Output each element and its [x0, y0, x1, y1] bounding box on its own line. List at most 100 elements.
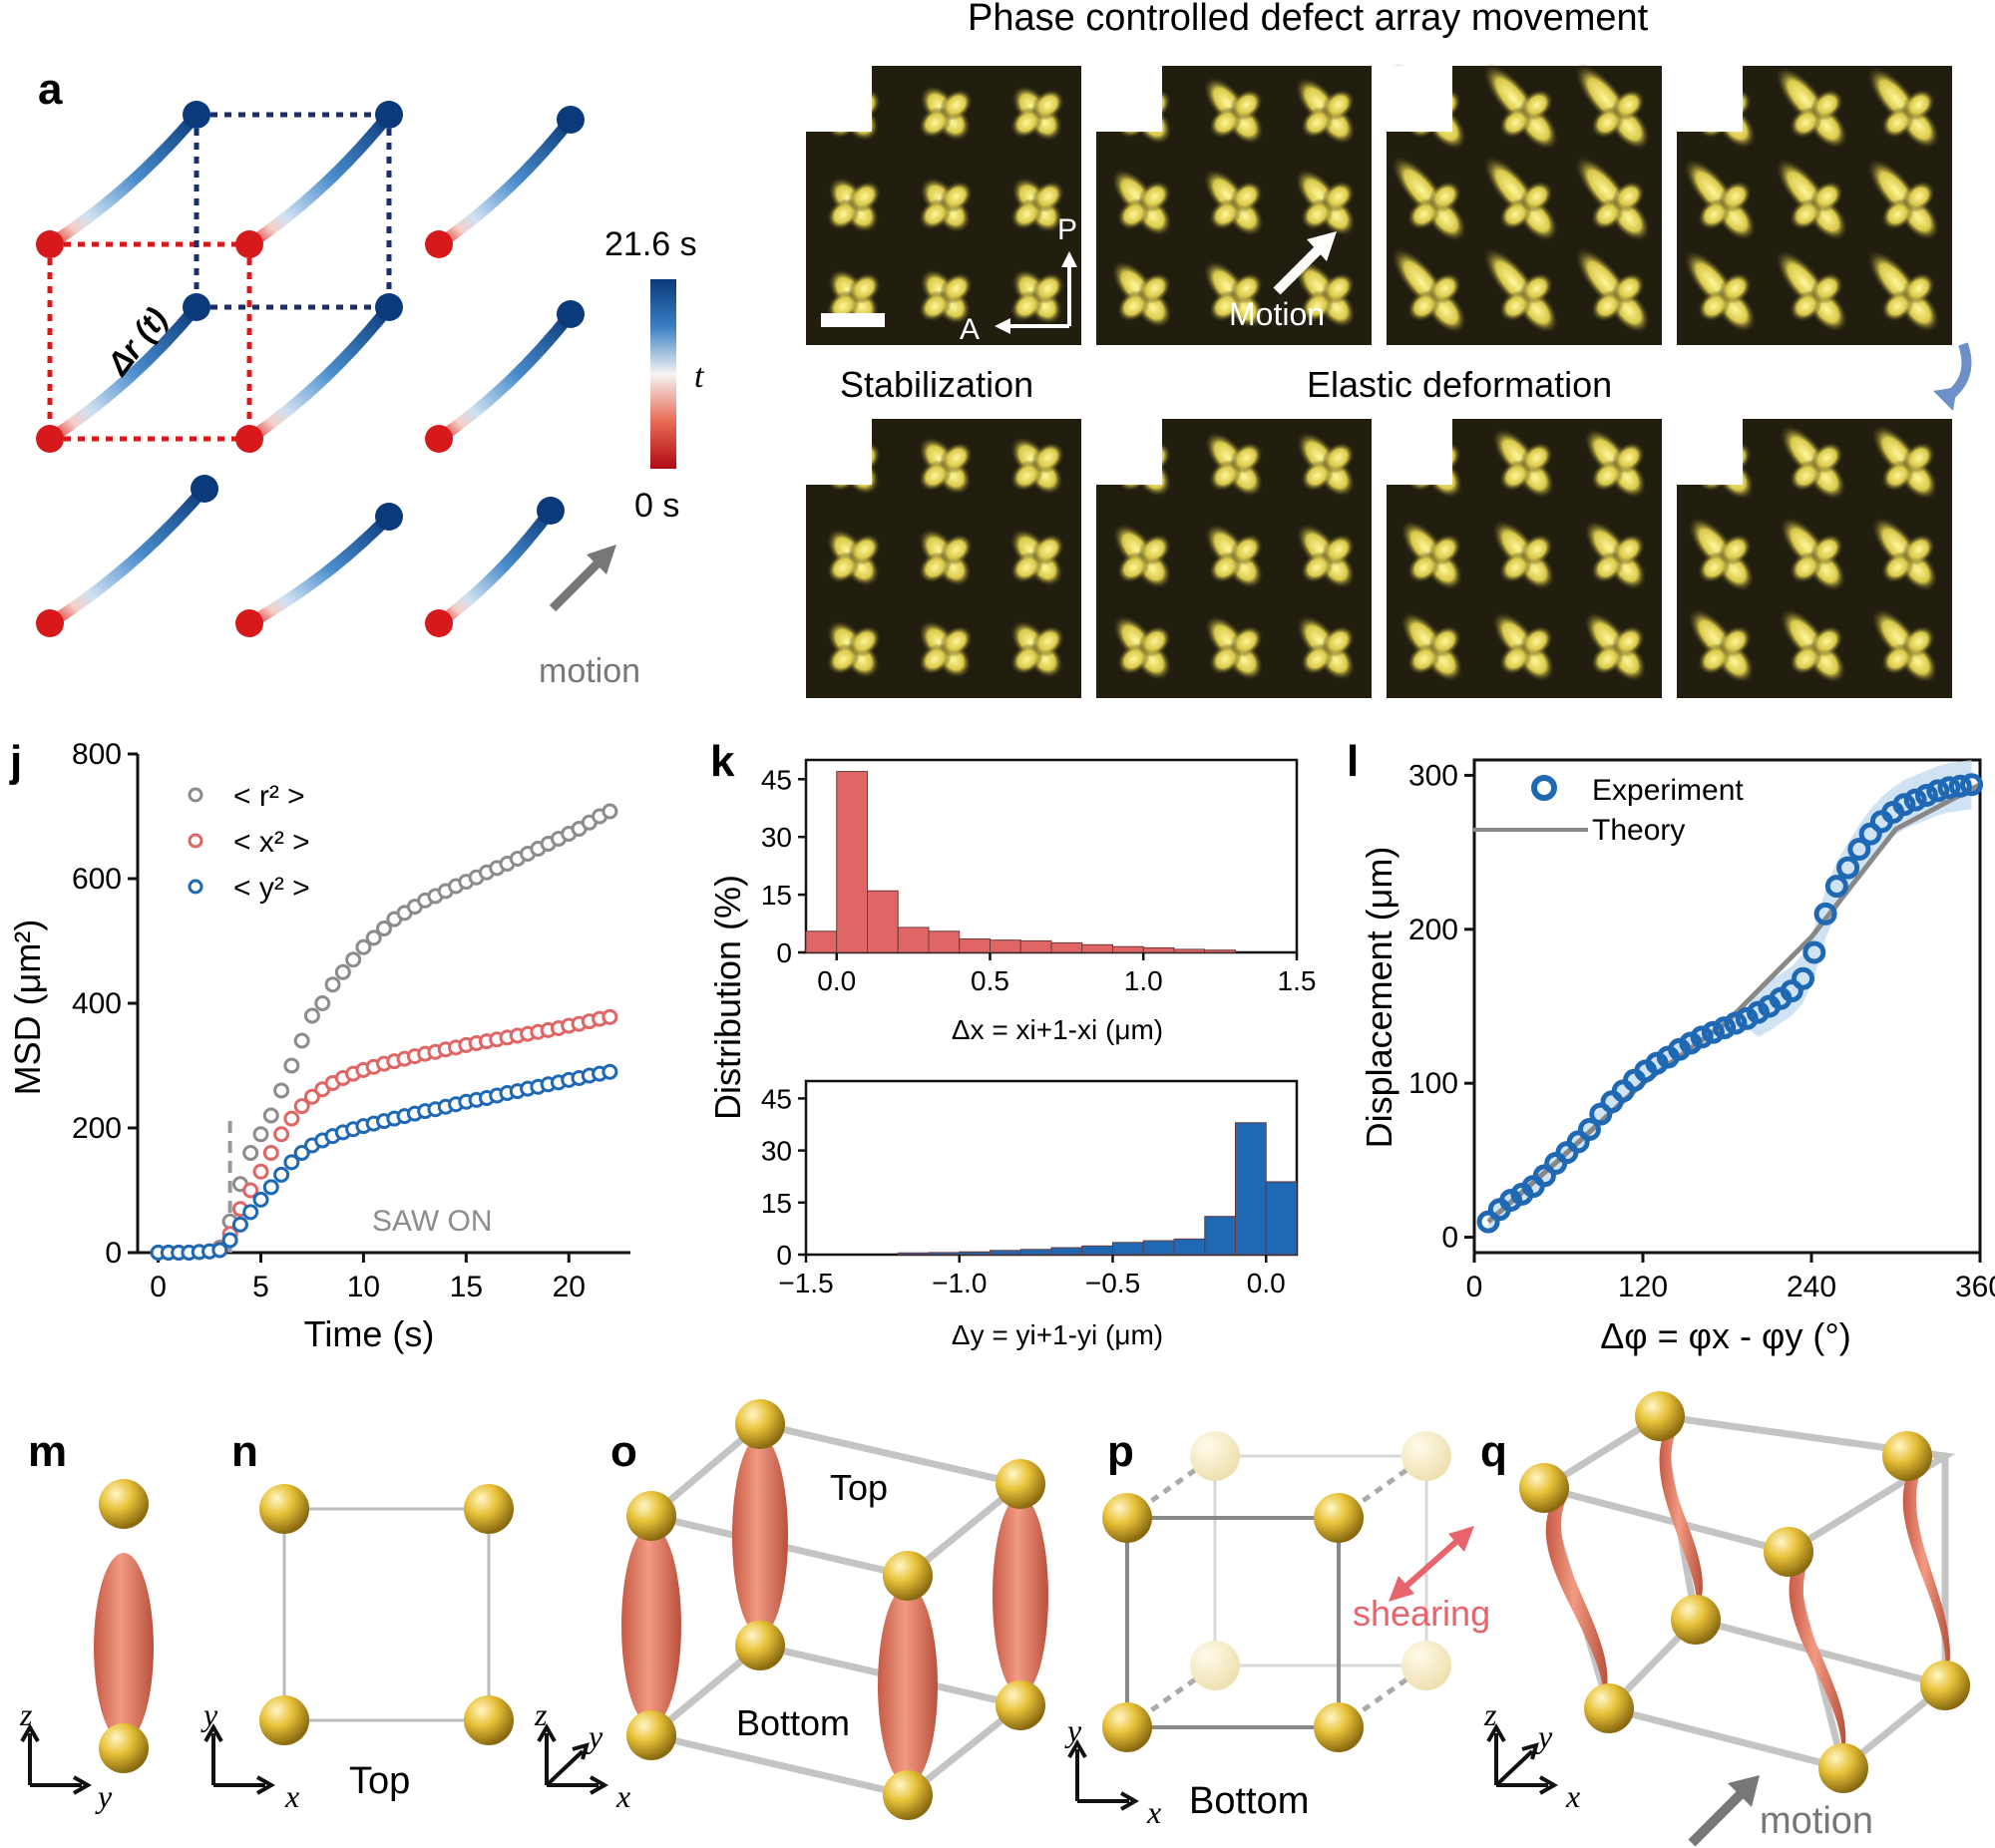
- histogram-bar: [1112, 945, 1144, 953]
- defect-texture: [1112, 523, 1172, 589]
- micro-motion-arrowhead-icon: [1307, 231, 1337, 261]
- x-tick-label: 20: [553, 1271, 586, 1303]
- panel-k-bottom-xlabel: Δy = yi+1-yi (μm): [952, 1319, 1163, 1350]
- panel-o-bottom-label: Bottom: [736, 1702, 850, 1743]
- y-tick-label: 600: [72, 863, 122, 896]
- histogram-bar: [867, 890, 899, 953]
- microscopy-panels: [806, 63, 1952, 698]
- trajectory-trail: [243, 301, 395, 445]
- data-point: [293, 1098, 310, 1115]
- data-point: [1724, 1011, 1748, 1035]
- trajectory-end-dot: [375, 503, 403, 531]
- data-point: [601, 1008, 618, 1025]
- histogram-bar: [928, 930, 961, 953]
- trajectory-end-dot: [557, 300, 585, 328]
- defect-texture: [1775, 66, 1848, 150]
- data-point: [1903, 788, 1927, 812]
- tile-letter-box: [1387, 419, 1452, 485]
- defect-lobe: [1520, 181, 1554, 212]
- defect-lobe: [1031, 181, 1065, 212]
- panel-n-top-label: Top: [349, 1760, 410, 1802]
- trajectory-start-dot: [36, 425, 64, 453]
- panel-k-ylabel: Distribution (%): [707, 875, 748, 1120]
- defect-lobe: [848, 272, 882, 304]
- data-point: [242, 1204, 259, 1221]
- microscopy-tile: [1096, 66, 1372, 345]
- histogram-bar: [836, 771, 868, 953]
- defect-texture: [826, 619, 882, 679]
- data-point: [1577, 1118, 1601, 1141]
- panel-letter-q: q: [1480, 1427, 1507, 1476]
- panel-letter-o: o: [610, 1427, 637, 1476]
- defect-texture: [1775, 249, 1848, 333]
- y-tick-label: 15: [761, 1188, 792, 1219]
- defect-lobe: [1230, 625, 1264, 657]
- defect-texture: [918, 436, 974, 496]
- defect-lobe: [1810, 181, 1844, 212]
- data-point: [221, 1232, 238, 1249]
- panel-letter-j: j: [9, 737, 22, 786]
- defect-texture: [1009, 268, 1065, 325]
- y-tick-label: 15: [761, 880, 792, 911]
- defect-lobe: [1612, 625, 1646, 657]
- defect-lobe: [1902, 89, 1936, 121]
- defect-texture: [1204, 431, 1264, 498]
- panel-p-bottom-label: Bottom: [1189, 1780, 1309, 1822]
- trajectory-start-dot: [235, 609, 263, 637]
- defect-texture: [1491, 610, 1555, 682]
- panel-j-ylabel: MSD (μm²): [7, 920, 48, 1096]
- o-axis-y: y: [586, 1718, 603, 1754]
- panel-p-shear-lattice: shearing Bottom: [1102, 1431, 1490, 1822]
- x-tick-label: 240: [1787, 1271, 1836, 1303]
- defect-texture: [1687, 516, 1755, 592]
- defect-lobe: [1902, 442, 1936, 474]
- sphere-icon: [99, 1479, 149, 1529]
- histogram-bar: [1019, 1249, 1052, 1256]
- microscopy-tile: [1387, 419, 1662, 698]
- x-tick-label: 0: [150, 1271, 167, 1303]
- data-point: [242, 1182, 259, 1199]
- defect-texture: [1204, 523, 1264, 589]
- defect-texture: [918, 177, 974, 233]
- y-tick-label: 45: [761, 764, 792, 795]
- histogram-bar: [1050, 941, 1083, 953]
- data-point: [252, 1126, 269, 1143]
- sequence-turn-arrowhead-icon: [1933, 387, 1957, 411]
- scale-bar: [821, 313, 885, 327]
- defect-lobe: [1138, 625, 1172, 657]
- defect-lobe: [1428, 534, 1462, 565]
- y-tick-label: 45: [761, 1083, 792, 1114]
- defect-texture: [1574, 246, 1651, 334]
- defect-lobe: [1612, 89, 1646, 121]
- trajectory-trail: [433, 114, 577, 250]
- y-tick-label: 200: [1408, 914, 1458, 946]
- defect-lobe: [1322, 272, 1356, 304]
- data-point: [293, 1145, 310, 1161]
- defect-texture: [1574, 155, 1651, 242]
- micro-motion-label: Motion: [1229, 296, 1325, 332]
- data-point: [1813, 902, 1837, 925]
- data-point: [1914, 784, 1938, 808]
- defect-lobe: [1520, 534, 1554, 565]
- defect-lobe: [1612, 181, 1646, 212]
- ellipsoid-icon: [94, 1553, 154, 1742]
- x-tick-label: 360: [1955, 1271, 1995, 1303]
- histogram-bar: [1081, 943, 1113, 953]
- defect-lobe: [1719, 625, 1753, 657]
- stabilization-label: Stabilization: [840, 364, 1033, 405]
- trajectory-start-dot: [425, 425, 453, 453]
- defect-lobe: [1031, 89, 1065, 121]
- panel-letter-p: p: [1107, 1427, 1134, 1476]
- trajectory-end-dot: [537, 497, 565, 525]
- shear-arrow-icon: [1402, 1537, 1460, 1591]
- data-point: [283, 1110, 300, 1127]
- shearing-label: shearing: [1353, 1593, 1490, 1634]
- defect-lobe: [1902, 625, 1936, 657]
- defect-texture: [918, 85, 974, 142]
- defect-lobe: [1138, 272, 1172, 304]
- panel-letter-l: l: [1347, 737, 1359, 786]
- defect-texture: [918, 619, 974, 679]
- start-lattice-box: [47, 241, 252, 442]
- defect-texture: [1687, 607, 1755, 684]
- y-tick-label: 0: [1441, 1222, 1458, 1255]
